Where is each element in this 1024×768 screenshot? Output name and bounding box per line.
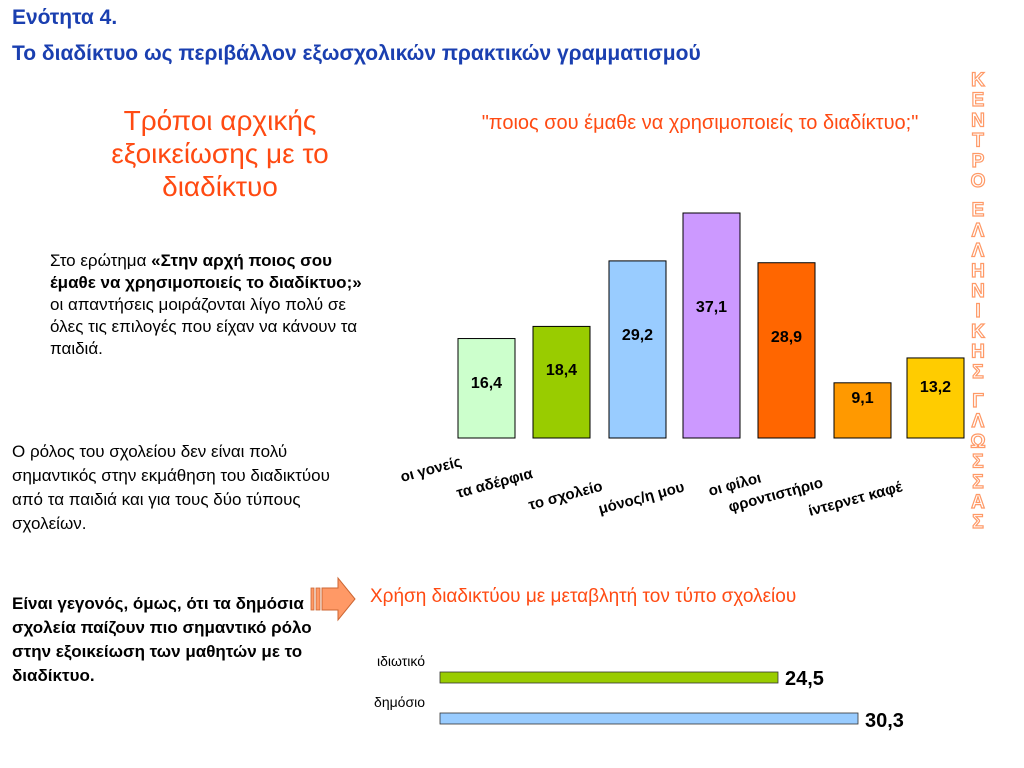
vertical-letter: Κ (971, 321, 985, 342)
public-schools-paragraph: Είναι γεγονός, όμως, ότι τα δημόσια σχολ… (12, 594, 312, 685)
vertical-letter: Λ (972, 411, 985, 432)
vertical-letter: Ω (970, 431, 985, 452)
bar-value-label-5: 9,1 (851, 390, 873, 407)
school-role-paragraph: Ο ρόλος του σχολείου δεν είναι πολύ σημα… (12, 442, 330, 533)
vertical-letter: Γ (972, 391, 984, 412)
slide-title: Το διαδίκτυο ως περιβάλλον εξωσχολικών π… (12, 42, 701, 65)
vertical-letter: Ε (972, 90, 985, 111)
chart2-title: Χρήση διαδικτύου με μεταβλητή τον τύπο σ… (370, 586, 797, 607)
vertical-letter: Σ (972, 472, 983, 493)
bar-value-label-4: 28,9 (771, 329, 802, 346)
hbar-category-1: δημόσιο (374, 694, 425, 710)
vertical-letter: Η (971, 261, 985, 282)
bar-4 (757, 262, 816, 439)
section-heading: Τρόποι αρχικής εξοικείωσης με το διαδίκτ… (40, 104, 400, 203)
bar-2 (608, 260, 667, 439)
category-label-1: τα αδέρφια (455, 465, 536, 502)
vertical-letter: Λ (972, 220, 985, 241)
bar-3 (682, 212, 741, 439)
vertical-letter: Ι (975, 301, 980, 322)
vertical-letter: Ρ (972, 151, 985, 172)
vertical-letter: Κ (971, 70, 985, 91)
question-quote: «Στην αρχή ποιος σου έμαθε να χρησιμοποι… (50, 251, 362, 292)
bar-value-label-3: 37,1 (696, 299, 727, 316)
vertical-letter: Λ (972, 241, 985, 262)
bar-0 (457, 338, 516, 439)
chart1-title: "ποιος σου έμαθε να χρησιμοποιείς το δια… (481, 112, 919, 134)
question-prefix: Στο ερώτημα (50, 251, 152, 270)
hbar-0 (439, 671, 779, 684)
hbar-category-0: ιδιωτικό (377, 653, 425, 669)
bar-1 (532, 325, 591, 439)
vertical-letter: Ε (972, 200, 985, 221)
vertical-letter: Η (971, 342, 985, 363)
heading-line-3: διαδίκτυο (162, 171, 278, 202)
unit-title: Ενότητα 4. (12, 6, 118, 29)
bar-value-label-0: 16,4 (471, 375, 502, 392)
bar-5 (833, 382, 892, 439)
bar-6 (906, 357, 965, 439)
vertical-letter: Τ (972, 131, 984, 152)
hbar-1 (439, 712, 859, 725)
vertical-letter: Σ (972, 512, 983, 533)
vertical-letter: Α (971, 492, 985, 513)
bar-value-label-2: 29,2 (622, 327, 653, 344)
question-paragraph: Στο ερώτημα «Στην αρχή ποιος σου έμαθε ν… (50, 250, 375, 360)
chart2-school-type: ιδιωτικό 24,5 δημόσιο 30,3 (374, 653, 904, 732)
bar-value-label-1: 18,4 (546, 362, 577, 379)
vertical-letter: Ο (971, 171, 986, 192)
vertical-letter: Σ (972, 452, 983, 473)
vertical-letter: Ν (971, 281, 985, 302)
vertical-letter: Ν (971, 110, 985, 131)
category-label-0: οι γονείς (399, 453, 464, 486)
vertical-letter: Σ (972, 362, 983, 383)
chart1-who-taught: 16,4 οι γονείς 18,4 τα αδέρφια 29,2 το σχολεί… (399, 212, 965, 520)
right-arrow-icon (308, 575, 358, 630)
question-suffix: οι απαντήσεις μοιράζονται λίγο πολύ σε ό… (50, 295, 358, 358)
bar-value-label-6: 13,2 (920, 379, 951, 396)
category-label-2: το σχολείο (527, 478, 605, 514)
heading-line-2: εξοικείωσης με το (111, 138, 329, 169)
hbar-value-0: 24,5 (785, 668, 824, 690)
heading-line-1: Τρόποι αρχικής (123, 105, 317, 136)
hbar-value-1: 30,3 (865, 710, 904, 732)
category-label-3: μόνος/η μου (597, 479, 687, 518)
